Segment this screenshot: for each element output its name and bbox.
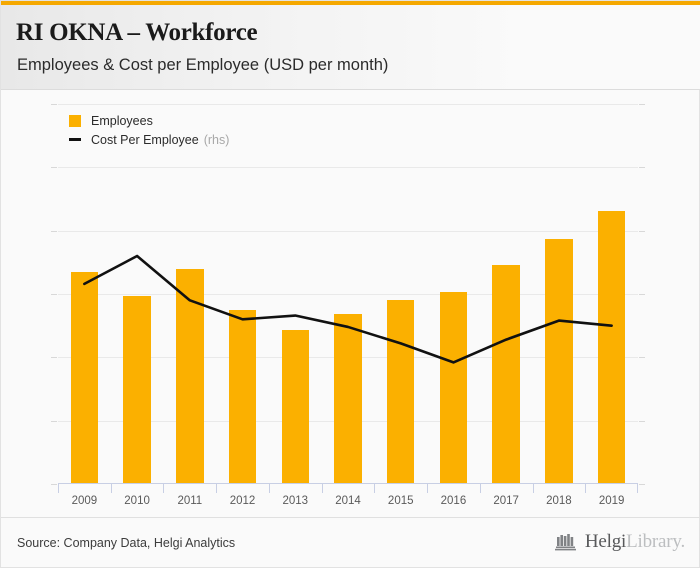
x-axis-baseline (58, 483, 638, 484)
x-axis-tick (163, 484, 165, 493)
top-accent-bar (1, 1, 700, 5)
right-axis-tick (639, 167, 645, 169)
x-axis-tick (585, 484, 587, 493)
gridline (58, 167, 638, 169)
gridline (58, 104, 638, 105)
left-axis-tick (51, 104, 57, 105)
gridline (58, 230, 638, 232)
x-axis-tick (374, 484, 376, 493)
chart-subtitle: Employees & Cost per Employee (USD per m… (17, 56, 389, 74)
chart-header: RI OKNA – Workforce Employees & Cost per… (1, 5, 700, 89)
right-axis-tick (639, 420, 645, 422)
left-axis-tick (51, 357, 57, 359)
plot-area: 080.0160240320400480 5001 0001 5002 0002… (51, 104, 645, 507)
bar-2019 (597, 210, 626, 484)
brand-name-primary: Helgi (584, 531, 627, 552)
x-axis-tick (58, 484, 59, 493)
x-axis-tick (268, 484, 270, 493)
left-axis-tick (51, 167, 57, 169)
legend-item-cost-per-employee: Cost Per Employee (rhs) (69, 130, 229, 149)
bar-2013 (281, 330, 309, 484)
right-axis-tick (639, 484, 645, 485)
header-divider (1, 89, 700, 90)
x-axis-label: 2016 (440, 495, 467, 507)
x-axis-tick (321, 484, 323, 493)
bar-2015 (387, 299, 415, 484)
x-axis-tick (216, 484, 218, 493)
left-axis-tick (51, 230, 57, 232)
right-axis-tick (639, 357, 645, 359)
x-axis-label: 2013 (282, 495, 309, 507)
x-axis-label: 2010 (124, 495, 150, 507)
brand-name-secondary: Library. (626, 531, 685, 552)
bar-2009 (70, 271, 99, 484)
x-axis-label: 2009 (71, 495, 98, 507)
left-axis-tick (51, 484, 57, 485)
bar-2011 (176, 268, 204, 484)
legend-swatch-line-icon (69, 138, 81, 141)
source-note: Source: Company Data, Helgi Analytics (17, 536, 236, 550)
right-axis-tick (639, 230, 645, 232)
legend-label-employees: Employees (91, 113, 153, 128)
bar-2014 (334, 313, 362, 484)
x-axis-tick (637, 484, 638, 493)
x-axis-tick (479, 484, 481, 493)
x-axis-label: 2012 (229, 495, 256, 507)
chart-legend: Employees Cost Per Employee (rhs) (69, 111, 229, 149)
left-axis-tick (51, 420, 57, 422)
right-axis-tick (639, 294, 645, 295)
right-axis-tick (639, 104, 645, 105)
x-axis-tick (532, 484, 534, 493)
x-axis-tick (427, 484, 429, 493)
bar-2018 (545, 238, 573, 484)
bar-2012 (228, 309, 257, 484)
legend-item-employees: Employees (69, 111, 229, 130)
left-axis-tick (51, 294, 57, 295)
bar-2016 (439, 291, 468, 484)
legend-swatch-box-icon (69, 114, 81, 127)
x-axis-label: 2019 (598, 495, 625, 507)
brand-logo: Helgi Library. (554, 531, 685, 553)
legend-axis-note: (rhs) (203, 132, 230, 147)
x-axis-label: 2014 (335, 495, 361, 507)
x-axis-tick (110, 484, 112, 493)
footer-divider (1, 517, 700, 518)
x-axis-label: 2018 (546, 495, 572, 507)
bar-2017 (492, 264, 520, 484)
chart-title: RI OKNA – Workforce (16, 19, 258, 46)
legend-label-cost-per-employee: Cost Per Employee (91, 132, 199, 147)
bar-2010 (123, 296, 151, 484)
x-axis-label: 2017 (493, 495, 519, 507)
library-building-icon (554, 534, 576, 551)
x-axis-label: 2011 (177, 495, 203, 507)
x-axis-label: 2015 (387, 495, 414, 507)
